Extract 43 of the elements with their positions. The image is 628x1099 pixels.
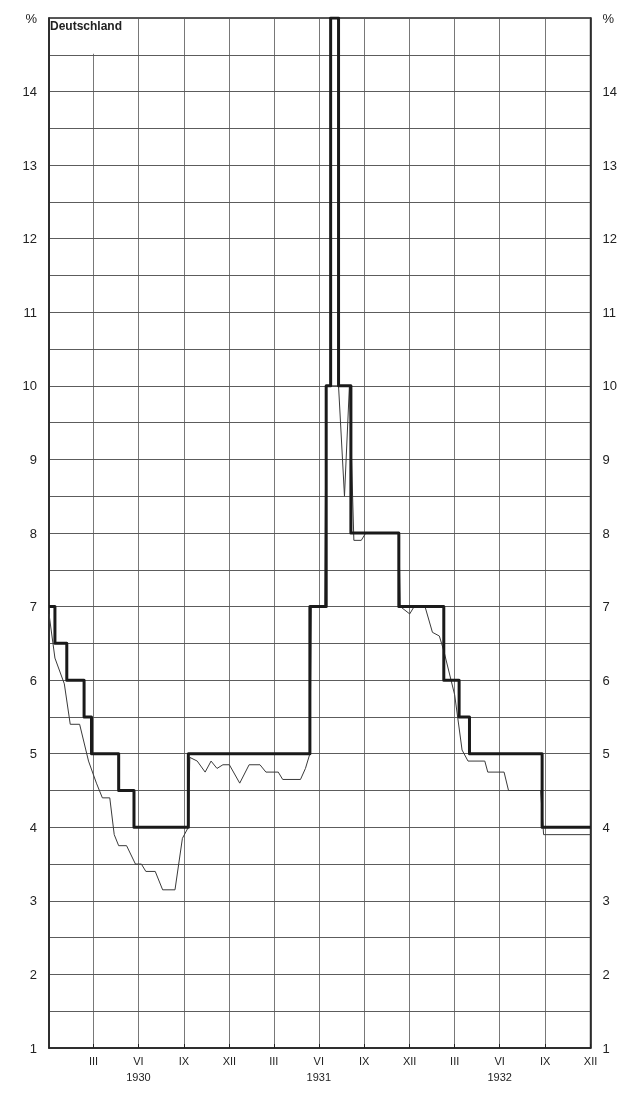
y2-tick-label: 6 bbox=[602, 672, 610, 688]
y-tick-label: 5 bbox=[29, 746, 37, 762]
x-tick-label: IX bbox=[178, 1055, 190, 1067]
y-tick-label: 12 bbox=[22, 231, 37, 247]
y-tick-label: 9 bbox=[29, 451, 37, 467]
y-tick-label: 1 bbox=[29, 1040, 37, 1056]
y2-tick-label: 8 bbox=[602, 525, 610, 541]
x-tick-label: VI 1932 bbox=[487, 1055, 512, 1083]
y2-tick-label: 10 bbox=[602, 378, 618, 394]
chart-title: Deutschland bbox=[50, 19, 123, 33]
y2-tick-label: 2 bbox=[602, 966, 610, 982]
y2-tick-label: 5 bbox=[602, 746, 610, 762]
y2-tick-label: 9 bbox=[602, 451, 610, 467]
x-tick-label: IX bbox=[539, 1055, 551, 1067]
y2-tick-label: 13 bbox=[602, 157, 618, 173]
x-tick-label: III bbox=[450, 1055, 460, 1067]
y2-tick-label: % bbox=[602, 10, 615, 26]
y-tick-label: 4 bbox=[29, 819, 37, 835]
y2-tick-label: 11 bbox=[602, 304, 617, 320]
y-tick-label: 3 bbox=[29, 893, 37, 909]
y-tick-label: 2 bbox=[29, 966, 37, 982]
y-tick-label: 10 bbox=[22, 378, 37, 394]
y2-tick-label: 14 bbox=[602, 84, 618, 100]
x-tick-label: XII bbox=[402, 1055, 417, 1067]
x-tick-label: III bbox=[88, 1055, 99, 1067]
x-tick-label: VI 1931 bbox=[306, 1055, 332, 1083]
x-tick-label: VI 1930 bbox=[126, 1055, 151, 1083]
x-tick-label: XII bbox=[222, 1055, 237, 1067]
y2-tick-label: 1 bbox=[602, 1040, 610, 1056]
y-tick-label: 13 bbox=[22, 157, 37, 173]
y-tick-label: 14 bbox=[22, 84, 37, 100]
y-tick-label: % bbox=[25, 10, 38, 26]
y-tick-label: 7 bbox=[29, 599, 37, 615]
y2-tick-label: 12 bbox=[602, 231, 618, 247]
y2-tick-label: 3 bbox=[602, 893, 610, 909]
y2-tick-label: 7 bbox=[602, 599, 610, 615]
y-tick-label: 8 bbox=[29, 525, 37, 541]
y2-tick-label: 4 bbox=[602, 819, 610, 835]
x-tick-label: XII bbox=[583, 1055, 598, 1067]
x-tick-label: IX bbox=[359, 1055, 371, 1067]
y-tick-label: 6 bbox=[29, 672, 37, 688]
y-tick-label: 11 bbox=[23, 304, 37, 320]
x-tick-label: III bbox=[269, 1055, 279, 1067]
